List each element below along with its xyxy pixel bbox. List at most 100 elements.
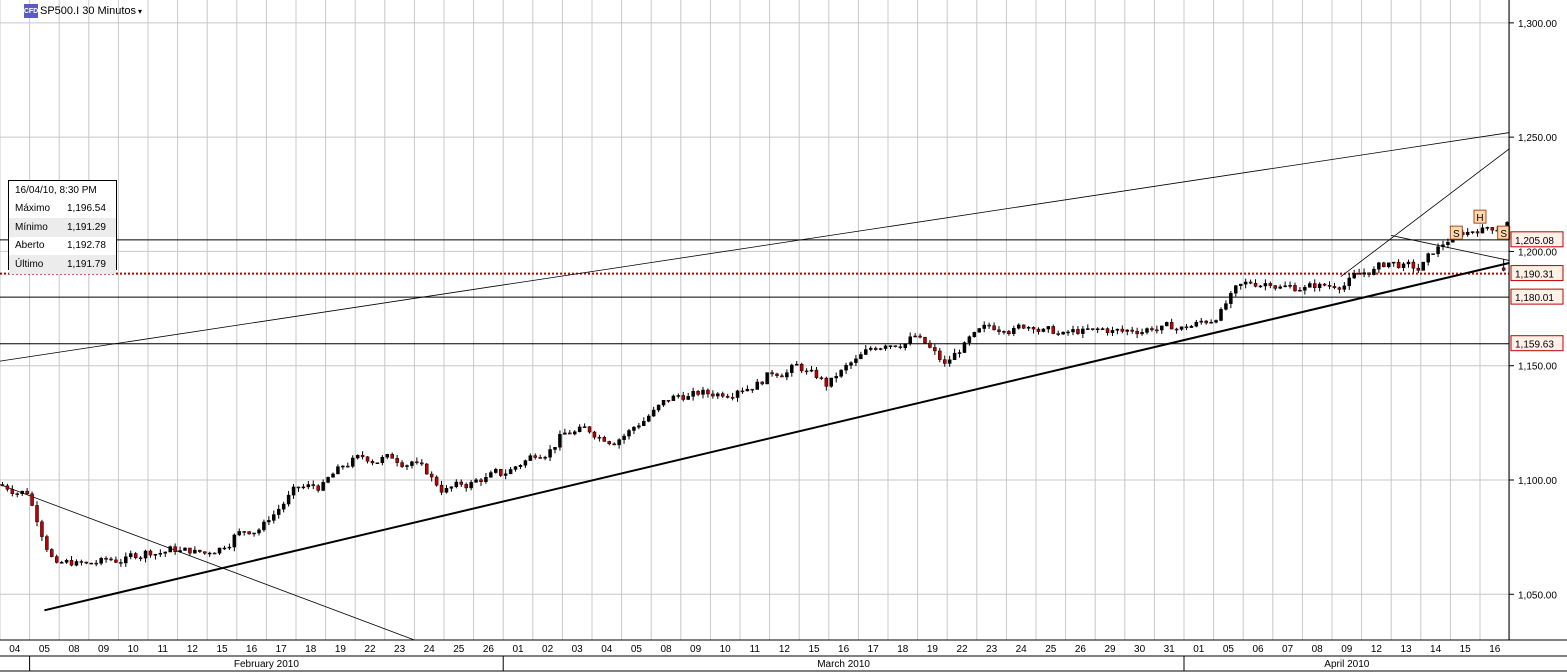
candle-body — [321, 482, 325, 491]
candle-body — [824, 377, 829, 387]
pattern-marker-label: H — [1476, 213, 1483, 224]
candle-body — [1248, 281, 1253, 284]
candle-body — [1214, 320, 1218, 323]
candle-body — [765, 372, 769, 385]
level-label-box — [1510, 231, 1564, 248]
level-label: 1,159.63 — [1515, 340, 1554, 351]
candle-body — [1288, 285, 1292, 287]
x-tick-label: 11 — [158, 644, 169, 655]
candle-body — [997, 329, 1001, 332]
pattern-marker-label: S — [1500, 229, 1507, 240]
candle-body — [370, 461, 375, 464]
candle-body — [395, 458, 399, 463]
candle-body — [1140, 332, 1144, 335]
x-tick-label: 08 — [1312, 644, 1324, 655]
candle-body — [696, 391, 700, 395]
candle-body — [346, 465, 350, 468]
candle-body — [148, 550, 153, 556]
candle-body — [1125, 329, 1130, 332]
pattern-markers[interactable]: S H S — [1449, 209, 1511, 240]
candle-body — [498, 469, 503, 476]
candle-body — [1480, 227, 1485, 234]
level-label-box — [1510, 335, 1564, 352]
tooltip-label: Mínimo — [15, 221, 48, 233]
candle-body — [1194, 321, 1199, 327]
tooltip-date-row: 16/04/10, 8:30 PM — [9, 181, 116, 200]
candle-body — [326, 477, 330, 483]
candle-body — [25, 490, 29, 495]
trendlines[interactable] — [0, 132, 1510, 641]
candle-body — [459, 481, 464, 485]
candle-body — [1352, 273, 1356, 279]
candle-body — [286, 494, 291, 505]
candle-body — [666, 400, 671, 402]
tooltip-label: Aberto — [15, 240, 45, 252]
candle-body — [341, 465, 345, 468]
candle-body — [533, 455, 538, 458]
candle-body — [1283, 285, 1287, 288]
candle-body — [104, 558, 108, 560]
candle-body — [1160, 325, 1164, 331]
candle-body — [1051, 326, 1056, 334]
neckline — [1391, 235, 1510, 261]
candle-body — [193, 549, 197, 554]
candle-body — [1155, 329, 1159, 332]
candle-body — [350, 457, 355, 467]
tooltip-row: Último 1,191.79 — [9, 255, 116, 274]
candle-body — [316, 485, 320, 491]
chart-title[interactable]: SP500.I 30 Minutos — [40, 5, 137, 17]
candle-body — [972, 331, 977, 337]
support-trendline — [44, 261, 1510, 612]
x-tick-label: 29 — [1104, 644, 1116, 655]
pattern-marker-box — [1473, 209, 1487, 224]
candle-body — [128, 553, 133, 557]
candle-body — [1377, 262, 1381, 270]
chart-header[interactable]: CFD SP500.I 30 Minutos ▾ — [24, 3, 142, 19]
x-tick-label: 25 — [1045, 644, 1057, 655]
x-tick-label: 09 — [1341, 644, 1353, 655]
candle-body — [207, 552, 212, 555]
candle-body — [617, 439, 621, 446]
candle-body — [247, 531, 251, 535]
candle-body — [424, 463, 429, 475]
candle-body — [1475, 231, 1480, 234]
candle-body — [602, 437, 607, 442]
x-tick-label: 02 — [542, 644, 554, 655]
candle-body — [1184, 326, 1189, 329]
candle-body — [1100, 328, 1105, 330]
x-tick-label: 06 — [1252, 644, 1264, 655]
candle-body — [1056, 333, 1060, 335]
x-tick-label: 12 — [779, 644, 791, 655]
candle-body — [1095, 328, 1100, 331]
candle-body — [523, 460, 528, 466]
candle-body — [59, 562, 64, 564]
candle-body — [355, 454, 360, 459]
candle-body — [380, 456, 385, 463]
candle-body — [582, 426, 587, 428]
candle-body — [942, 359, 947, 364]
x-tick-label: 26 — [483, 644, 495, 655]
chevron-down-icon[interactable]: ▾ — [138, 6, 143, 16]
candle-body — [558, 434, 562, 448]
candle-body — [799, 363, 804, 372]
candle-body — [1357, 273, 1361, 275]
candle-body — [918, 335, 922, 338]
candle-body — [632, 426, 636, 431]
candle-body — [587, 426, 592, 433]
candle-body — [513, 466, 518, 470]
x-tick-label: 23 — [986, 644, 998, 655]
candle-body — [74, 561, 79, 566]
horizontal-levels[interactable] — [0, 239, 1509, 345]
x-tick-label: 16 — [1489, 644, 1501, 655]
candle-body — [163, 551, 168, 554]
candle-body — [1391, 261, 1396, 264]
candle-body — [656, 404, 661, 411]
candle-body — [730, 397, 735, 399]
x-tick-label: 16 — [838, 644, 850, 655]
candle-body — [873, 347, 878, 350]
candle-body — [1204, 320, 1208, 324]
x-tick-label: 24 — [424, 644, 436, 655]
candle-body — [1076, 329, 1080, 334]
candle-body — [385, 454, 390, 458]
